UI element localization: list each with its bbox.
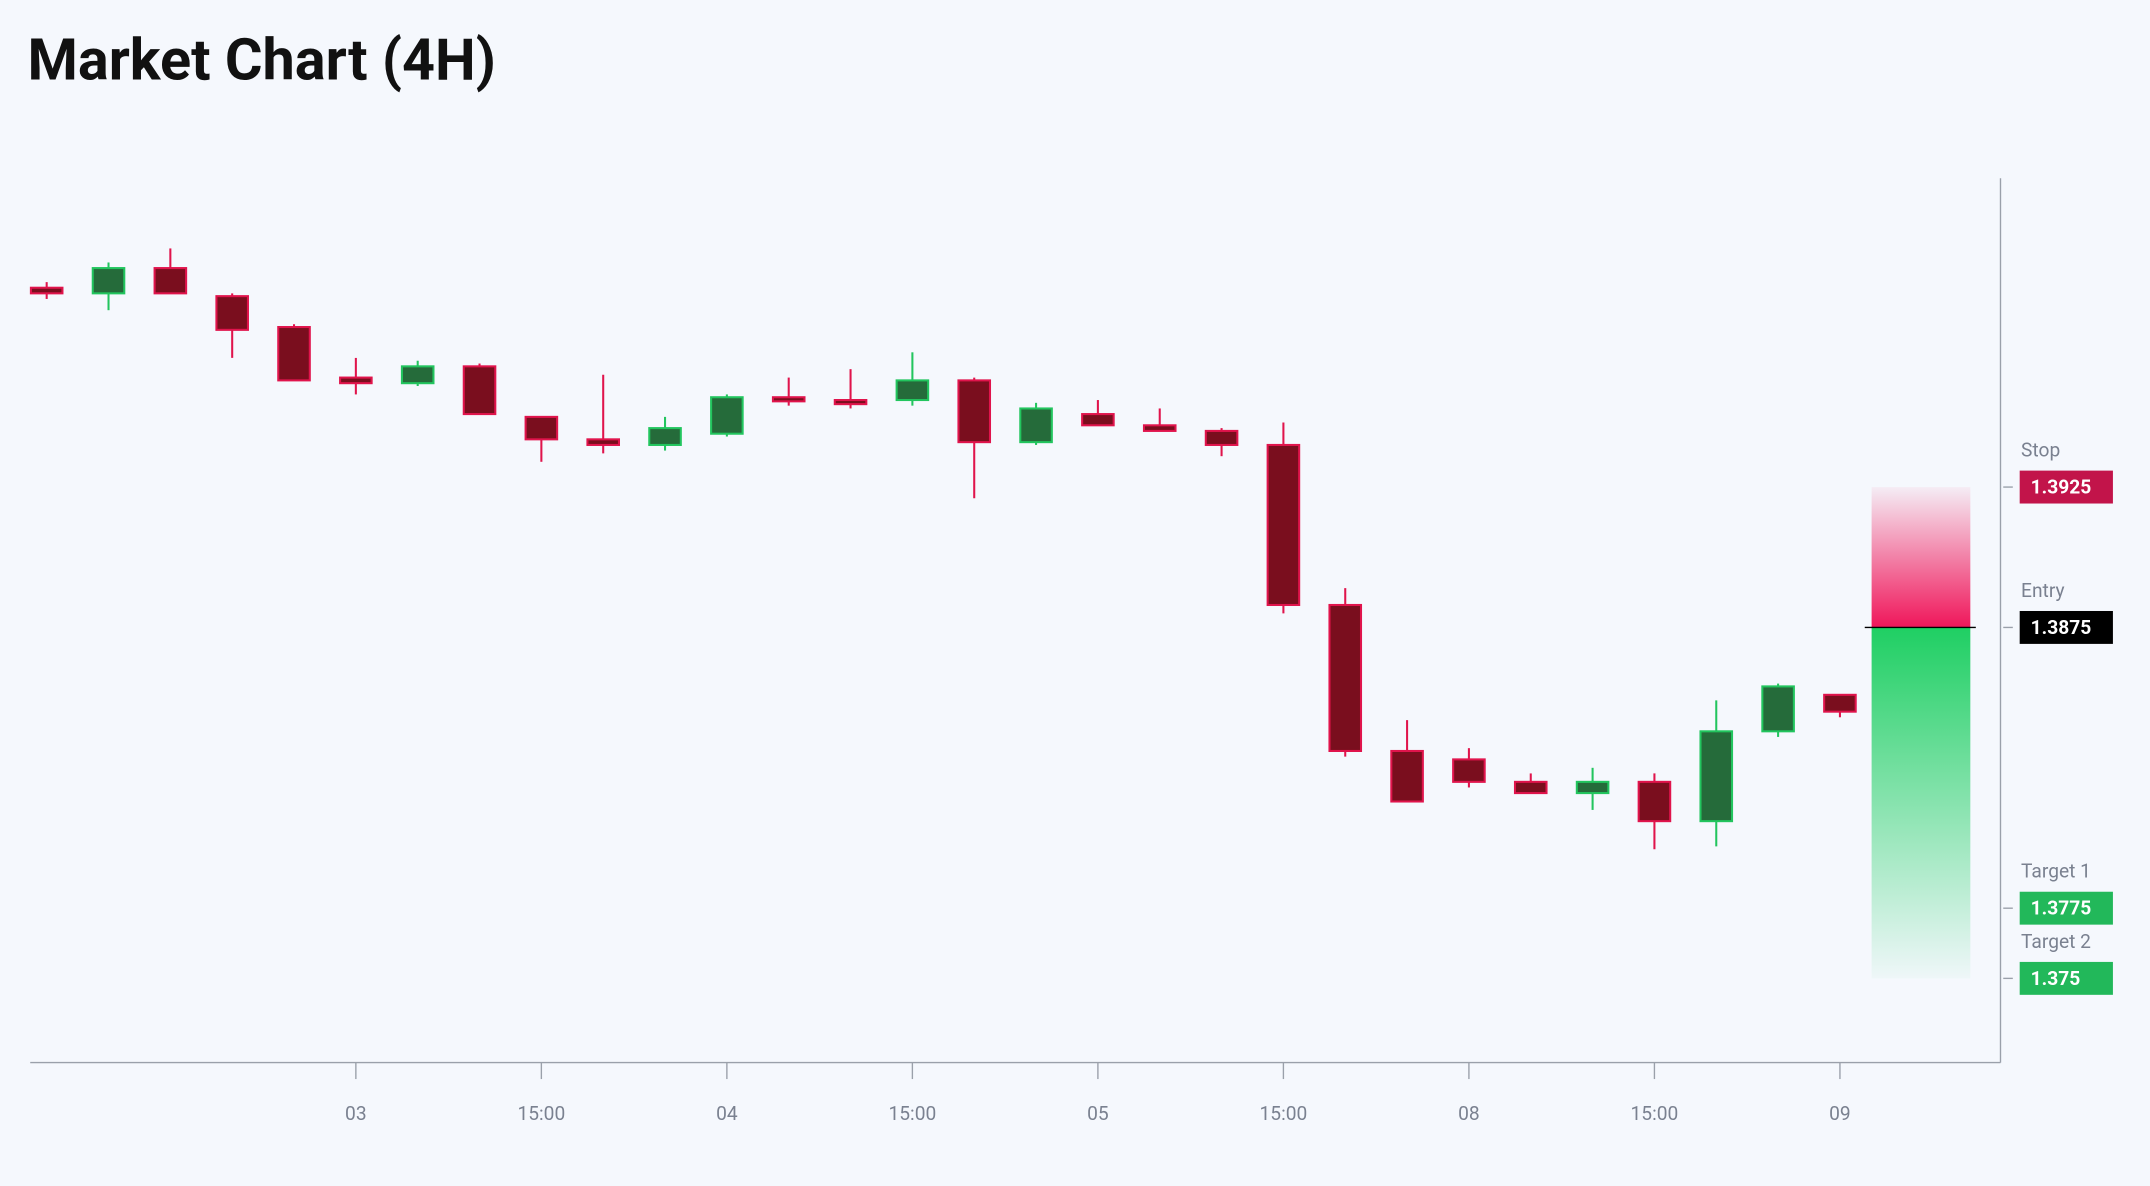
candle-body — [648, 427, 682, 446]
candle-body — [1761, 685, 1795, 733]
level-value: 1.3925 — [2031, 475, 2092, 498]
level-value: 1.3875 — [2031, 616, 2092, 639]
level-tag — [2019, 891, 2113, 925]
candle-body — [1637, 780, 1672, 823]
candle-body — [1390, 749, 1424, 803]
level-tag — [2019, 961, 2113, 995]
candle-body — [771, 396, 806, 403]
candle-body — [215, 295, 249, 331]
level-name: Entry — [2021, 579, 2065, 602]
candle-body — [833, 399, 868, 406]
candle-body — [1452, 758, 1486, 783]
candle-body — [277, 326, 311, 382]
x-tick-label: 15:00 — [888, 1102, 936, 1125]
x-tick-label: 15:00 — [1631, 1102, 1679, 1125]
candle-body — [462, 365, 497, 416]
candle-body — [1575, 780, 1610, 795]
candle-body — [1699, 730, 1734, 823]
candle-body — [710, 396, 744, 435]
candle-body — [1328, 603, 1363, 752]
candle-body — [1823, 693, 1857, 713]
x-tick-label: 08 — [1458, 1102, 1480, 1125]
x-tick-label: 09 — [1829, 1102, 1851, 1125]
candle-body — [1513, 780, 1548, 795]
candle-body — [1204, 429, 1239, 446]
level-name: Stop — [2021, 438, 2060, 461]
level-value: 1.3775 — [2031, 897, 2092, 920]
x-tick-label: 03 — [345, 1102, 367, 1125]
x-tick-label: 15:00 — [517, 1102, 565, 1125]
candle-body — [1142, 424, 1177, 432]
level-name: Target 2 — [2021, 930, 2091, 953]
candle-body — [1081, 413, 1115, 427]
reward-zone — [1871, 627, 1971, 979]
candle-body — [1266, 443, 1301, 607]
candle-body — [339, 376, 373, 385]
level-value: 1.375 — [2031, 967, 2081, 990]
level-tag — [2019, 610, 2113, 644]
risk-zone — [1871, 487, 1971, 628]
candle-body — [400, 365, 435, 385]
candle-body — [1019, 407, 1053, 444]
x-tick-label: 04 — [716, 1102, 738, 1125]
x-tick-label: 05 — [1087, 1102, 1109, 1125]
level-name: Target 1 — [2021, 860, 2091, 883]
candle-body — [29, 286, 64, 295]
candle-body — [524, 415, 559, 441]
chart-title: Market Chart (4H) — [27, 28, 495, 95]
candle-body — [91, 267, 126, 295]
candle-body — [153, 267, 188, 295]
level-tag — [2019, 470, 2113, 504]
candle-body — [895, 379, 930, 402]
candle-body — [586, 438, 621, 446]
candle-body — [957, 379, 992, 444]
x-tick-label: 15:00 — [1260, 1102, 1308, 1125]
